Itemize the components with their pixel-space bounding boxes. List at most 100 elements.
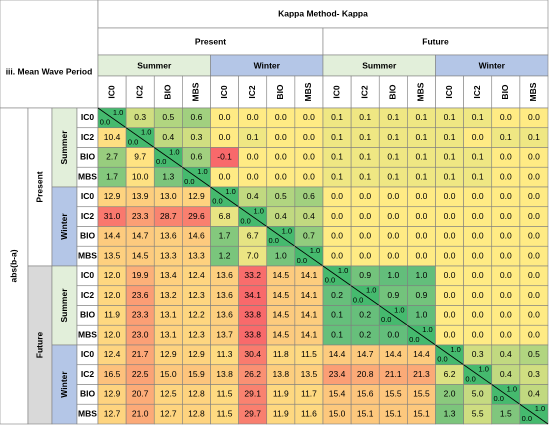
label: 1.0 [197,167,207,176]
label: 0.0 [416,191,428,201]
label: 0.1 [387,132,399,142]
label: 0.1 [528,132,540,142]
label: 12.4 [188,270,205,280]
label: Winter [479,60,506,70]
label: 0.9 [387,290,399,300]
label: 0.0 [387,329,399,339]
label: 0.5 [528,349,540,359]
label: 13.3 [188,250,205,260]
label: 12.5 [160,389,177,399]
label: 21.3 [413,369,430,379]
header-cell [519,75,549,109]
label: 0.0 [437,355,447,364]
label: 29.6 [188,211,205,221]
label: 0.2 [359,310,371,320]
header-cell [210,75,239,109]
label: Present [195,36,226,46]
label: 0.0 [444,191,456,201]
label: 0.0 [247,171,259,181]
label: 13.5 [104,250,121,260]
label: 0.0 [303,132,315,142]
label: 11.8 [273,349,289,359]
label: 0.1 [331,310,343,320]
label: 1.0 [338,266,348,275]
label: 0.0 [275,171,287,181]
label: IC0 [81,112,95,122]
label: 0.1 [387,171,399,181]
label: 13.5 [301,369,318,379]
label: 12.3 [188,290,205,300]
label: 0.0 [465,374,475,383]
label: 0.1 [359,112,371,122]
label: IC2 [359,85,369,99]
label: 16.5 [104,369,121,379]
label: 1.0 [479,365,489,374]
label: MBS [416,82,426,101]
label: 29.1 [244,389,261,399]
label: 15.1 [413,408,430,418]
label: 0.0 [500,290,512,300]
label: 0.1 [387,152,399,162]
diagonal [182,166,211,188]
label: 12.3 [188,329,205,339]
header-cell [153,75,183,109]
label: 14.5 [273,270,290,280]
label: 23.6 [132,290,149,300]
label: 13.9 [132,191,149,201]
label: 13.0 [160,191,177,201]
label: Winter [59,371,69,398]
diagonal [266,226,296,247]
label: 20.7 [132,389,149,399]
label: 0.0 [528,250,540,260]
label: MBS [78,329,97,339]
label: 12.2 [188,310,205,320]
label: 29.7 [244,408,261,418]
label: 15.5 [385,389,402,399]
header-cell [322,75,352,109]
label: 13.8 [273,369,290,379]
label: 0.0 [331,250,343,260]
label: 0.1 [416,152,428,162]
label: 0.0 [472,270,484,280]
label: 0.0 [500,211,512,221]
header-cell [350,75,380,109]
label: 0.0 [381,315,391,324]
corner-cell [0,0,99,109]
label: 0.0 [500,250,512,260]
label: 0.0 [444,290,456,300]
label: 0.0 [353,295,363,304]
label: 15.6 [357,389,374,399]
label: IC2 [247,85,257,99]
label: 14.7 [132,231,149,241]
label: 0.1 [472,152,484,162]
label: 0.1 [331,132,343,142]
label: 33.8 [244,329,261,339]
label: 0.0 [500,270,512,280]
label: BIO [500,84,510,100]
label: 0.4 [500,349,512,359]
label: 14.4 [329,349,346,359]
label: 0.1 [444,171,456,181]
label: 20.8 [357,369,374,379]
label: 0.1 [416,171,428,181]
label: 14.5 [273,310,290,320]
label: 0.0 [409,335,419,344]
label: 1.0 [507,384,517,393]
label: 23.3 [132,310,149,320]
label: 15.5 [413,389,430,399]
header-cell [97,0,549,29]
label: 0.1 [331,152,343,162]
label: 0.0 [500,310,512,320]
label: MBS [78,250,97,260]
label: 0.0 [528,112,540,122]
label: 1.0 [416,310,428,320]
label: 0.0 [528,152,540,162]
label: 0.0 [303,152,315,162]
label: MBS [78,171,97,181]
label: 0.1 [444,132,456,142]
label: 0.0 [444,270,456,280]
label: 0.0 [528,329,540,339]
label: 0.1 [444,112,456,122]
header-cell [407,75,436,109]
